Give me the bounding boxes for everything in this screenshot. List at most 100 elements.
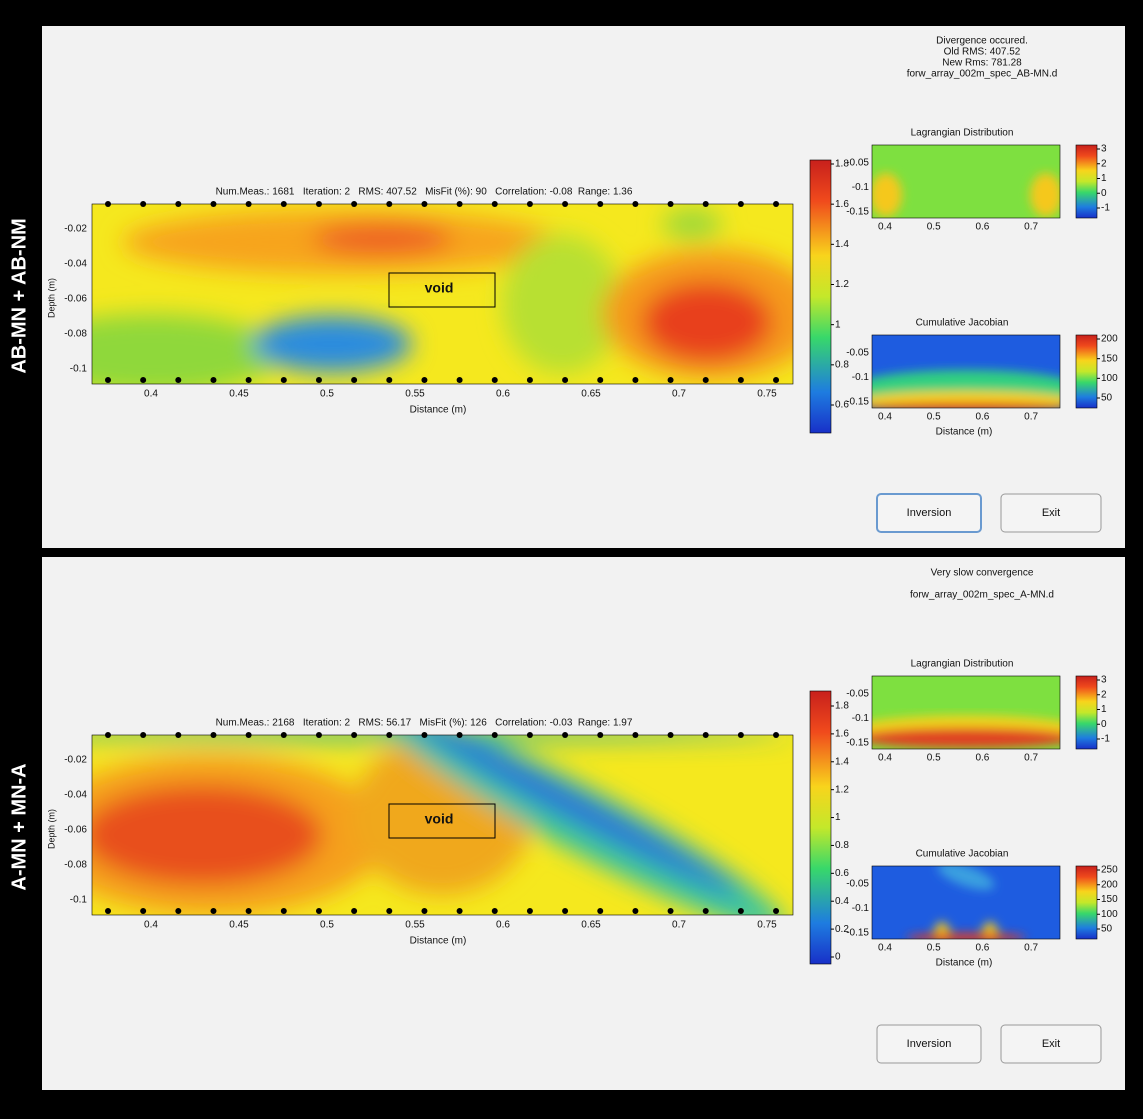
subplot (871, 334, 1061, 409)
heat-blob (872, 728, 1060, 748)
y-tick-label: -0.02 (64, 224, 87, 235)
heatmap-field (872, 173, 1060, 217)
heatmap (872, 866, 1060, 939)
electrode (491, 377, 498, 383)
electrode (597, 201, 604, 207)
x-tick-label: 0.4 (878, 222, 892, 233)
y-axis-label: Depth (m) (46, 278, 56, 318)
button[interactable]: Inversion (876, 1024, 982, 1064)
button-face[interactable] (1000, 493, 1102, 533)
electrode (421, 377, 428, 383)
electrode (175, 377, 182, 383)
electrode (280, 908, 287, 914)
colorbar-tick-label: 50 (1101, 924, 1113, 935)
colorbar-tick-label: 3 (1101, 675, 1107, 686)
electrode (140, 377, 147, 383)
button-face[interactable] (1000, 1024, 1102, 1064)
electrode (105, 201, 111, 207)
heatmap (92, 204, 793, 384)
electrode (386, 908, 393, 914)
plot-frame (871, 865, 1061, 940)
electrode (351, 908, 358, 914)
x-tick-label: 0.65 (581, 389, 601, 400)
electrode (737, 377, 744, 383)
status-text: forw_array_002m_spec_AB-MN.d (907, 69, 1058, 80)
electrode (526, 201, 533, 207)
x-tick-label: 0.75 (757, 389, 777, 400)
x-tick-label: 0.6 (975, 943, 989, 954)
button[interactable]: Inversion (876, 493, 982, 533)
heat-blob (312, 223, 452, 255)
button-label[interactable]: Exit (1042, 1038, 1060, 1050)
side-label: A-MN + MN-A (8, 763, 30, 890)
x-tick-label: 0.4 (144, 389, 158, 400)
colorbar-tick-label: 1.6 (835, 729, 849, 740)
button[interactable]: Exit (1000, 493, 1102, 533)
x-tick-label: 0.6 (975, 222, 989, 233)
y-tick-label: -0.06 (64, 825, 87, 836)
colorbar-tick-label: 200 (1101, 879, 1118, 890)
electrode (773, 732, 780, 738)
button-label[interactable]: Inversion (907, 1038, 952, 1050)
side-label: AB-MN + AB-NM (8, 218, 30, 373)
x-tick-label: 0.5 (320, 920, 334, 931)
x-tick-label: 0.5 (927, 222, 941, 233)
x-tick-label: 0.7 (1024, 943, 1038, 954)
status-text: Divergence occured. (936, 36, 1028, 47)
y-tick-label: -0.15 (846, 207, 869, 218)
button-face[interactable] (876, 493, 982, 533)
heatmap-bg (872, 145, 1060, 218)
colorbar-tick-label: 0 (1101, 719, 1107, 730)
colorbar (809, 690, 832, 965)
heat-blob (1030, 173, 1060, 217)
void-box (388, 803, 496, 839)
panel: Very slow convergence forw_array_002m_spe… (46, 568, 1118, 1064)
electrode (315, 201, 322, 207)
colorbar-tick-label: 1.4 (835, 756, 849, 767)
subplot-title: Lagrangian Distribution (911, 128, 1014, 139)
electrode (632, 377, 639, 383)
electrode (632, 908, 639, 914)
electrode (562, 201, 569, 207)
button-label[interactable]: Inversion (907, 507, 952, 519)
button-label[interactable]: Exit (1042, 507, 1060, 519)
electrode (315, 377, 322, 383)
y-tick-label: -0.05 (846, 348, 869, 359)
electrode (597, 908, 604, 914)
subplot-title: Lagrangian Distribution (911, 659, 1014, 670)
x-tick-label: 0.6 (975, 412, 989, 423)
y-tick-label: -0.1 (70, 364, 88, 375)
heat-blob (404, 735, 740, 896)
electrode (175, 732, 182, 738)
x-axis-label: Distance (m) (936, 427, 993, 438)
heatmap-field (872, 715, 1060, 748)
colorbar-tick-label: 0.4 (835, 896, 849, 907)
colorbar-tick-label: 1 (1101, 173, 1107, 184)
colorbar-tick-label: -1 (1101, 734, 1110, 745)
y-axis-label: Depth (m) (46, 809, 56, 849)
plot-frame (91, 203, 794, 385)
subplot (871, 675, 1061, 750)
electrode (667, 732, 674, 738)
colorbar-tick-label: 1.2 (835, 784, 849, 795)
x-axis-label: Distance (m) (410, 405, 467, 416)
heat-blob (502, 234, 622, 374)
colorbar-tick-label: 0.6 (835, 400, 849, 411)
colorbar-tick-label: 1.6 (835, 199, 849, 210)
button[interactable]: Exit (1000, 1024, 1102, 1064)
colorbar-tick-label: -1 (1101, 203, 1110, 214)
button-face[interactable] (876, 1024, 982, 1064)
y-tick-label: -0.15 (846, 928, 869, 939)
y-tick-label: -0.08 (64, 329, 87, 340)
electrode (351, 377, 358, 383)
electrode (562, 908, 569, 914)
x-tick-label: 0.7 (1024, 412, 1038, 423)
colorbar (1075, 675, 1098, 750)
colorbar-tick-label: 1 (1101, 704, 1107, 715)
electrode (456, 377, 463, 383)
heat-blob (642, 282, 772, 362)
plot-title: Num.Meas.: 1681 Iteration: 2 RMS: 407.52… (216, 187, 633, 198)
electrode (210, 377, 217, 383)
colorbar-tick-label: 0 (835, 952, 841, 963)
